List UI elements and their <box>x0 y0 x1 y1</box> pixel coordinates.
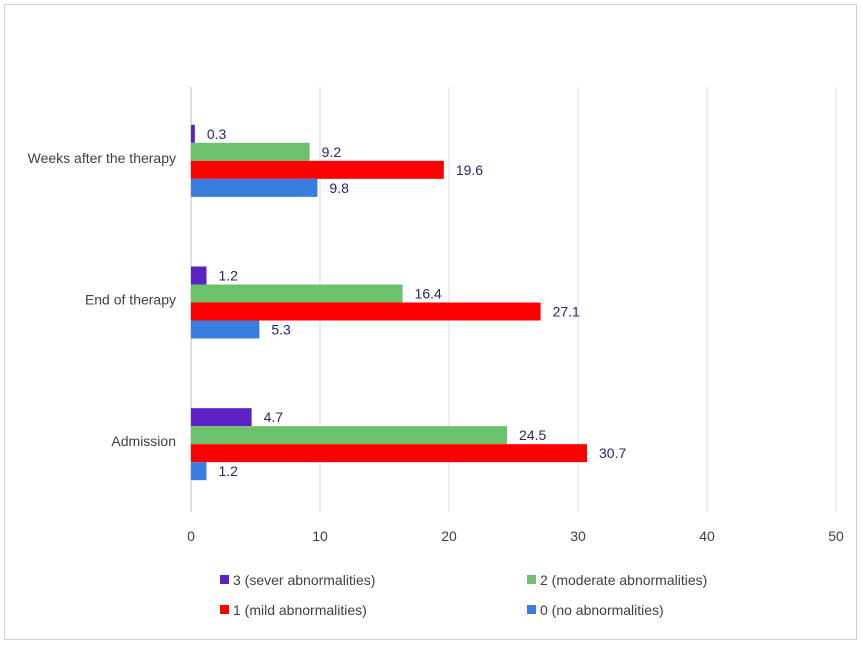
legend-swatch <box>527 575 536 584</box>
bar <box>191 426 508 445</box>
x-tick-label: 30 <box>570 528 586 544</box>
bar <box>191 320 260 339</box>
bar <box>191 408 252 427</box>
x-tick-label: 40 <box>699 528 715 544</box>
category-label: Weeks after the therapy <box>28 150 176 166</box>
legend-label: 3 (sever abnormalities) <box>233 572 375 588</box>
x-tick-label: 0 <box>187 528 195 544</box>
bar <box>191 284 403 303</box>
x-tick-label: 50 <box>828 528 844 544</box>
data-label: 0.3 <box>207 126 227 142</box>
legend-swatch <box>220 605 229 614</box>
data-label: 16.4 <box>415 286 442 302</box>
legend-label: 1 (mild abnormalities) <box>233 602 367 618</box>
legend-swatch <box>220 575 229 584</box>
data-label: 1.2 <box>218 268 238 284</box>
data-label: 30.7 <box>599 445 626 461</box>
data-label: 5.3 <box>271 322 291 338</box>
bar <box>191 160 444 179</box>
data-label: 4.7 <box>264 409 284 425</box>
bar <box>191 142 310 161</box>
legend-swatch <box>527 605 536 614</box>
category-label: Admission <box>111 433 176 449</box>
bar <box>191 462 207 481</box>
x-tick-label: 10 <box>312 528 328 544</box>
legend-label: 2 (moderate abnormalities) <box>540 572 707 588</box>
data-label: 9.8 <box>329 180 349 196</box>
bar <box>191 124 195 143</box>
bar <box>191 266 207 285</box>
bar <box>191 302 541 321</box>
data-label: 1.2 <box>218 463 238 479</box>
bar <box>191 178 318 197</box>
data-label: 27.1 <box>553 304 580 320</box>
bar <box>191 444 588 463</box>
data-label: 24.5 <box>519 427 546 443</box>
data-label: 9.2 <box>322 144 342 160</box>
category-label: End of therapy <box>85 292 176 308</box>
x-tick-label: 20 <box>441 528 457 544</box>
data-label: 19.6 <box>456 162 483 178</box>
legend-label: 0 (no abnormalities) <box>540 602 664 618</box>
chart-frame <box>4 4 857 640</box>
